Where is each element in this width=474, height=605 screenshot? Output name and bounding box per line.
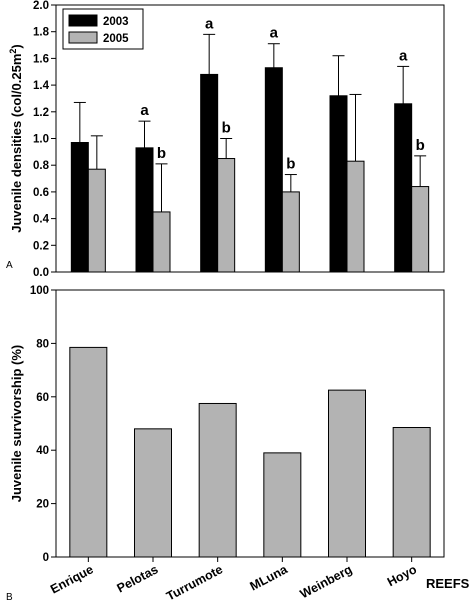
y-tick-label: 60	[36, 392, 49, 404]
bar-enrique-2005	[87, 168, 106, 273]
bar-weinberg	[328, 389, 366, 558]
y-tick-label: 0.4	[33, 214, 50, 226]
y-tick-label: 1.4	[33, 80, 50, 92]
bar-mluna	[263, 452, 302, 558]
legend-label-2005: 2005	[103, 33, 129, 45]
panel-b-x-tick-labels: Enrique Pelotas Turrumote MLuna Weinberg Hoyo	[48, 557, 419, 604]
y-tick-label: 0.8	[33, 160, 50, 172]
panel-a-label: A	[6, 260, 13, 271]
panel-a: 0.0 0.2 0.4 0.6 0.8 1.0 1.2 1.4 1.6 1.8 2.0 a b a b a b…	[6, 0, 445, 279]
bar-pelotas	[134, 428, 172, 558]
bar-weinberg-2005	[346, 160, 365, 273]
y-tick-label: 2.0	[33, 0, 49, 12]
panel-b: 0 20 40 60 80 100 Enrique Pelotas Turrumote MLun…	[6, 285, 470, 604]
y-axis-label-superscript: 2	[8, 49, 18, 54]
y-tick-label: 100	[30, 285, 49, 297]
x-tick-label-turrumote: Turrumote	[164, 562, 225, 603]
panel-a-legend: 2003 2005	[62, 8, 144, 50]
legend-swatch-2003	[68, 14, 98, 27]
y-tick-label: 0.6	[33, 187, 49, 199]
panel-a-bars: a b a b a b a b	[70, 15, 430, 273]
significance-letter-mluna-2005: b	[286, 156, 295, 173]
bar-mluna-2005	[281, 191, 300, 273]
y-tick-label: 80	[36, 338, 49, 350]
bar-turrumote-2003	[200, 73, 219, 273]
y-tick-label: 0	[43, 552, 49, 564]
significance-letter-pelotas-2005: b	[157, 145, 166, 162]
significance-letter-mluna-2003: a	[270, 25, 279, 42]
y-axis-label-main: Juvenile densities (col/0.25m	[9, 54, 24, 233]
bar-enrique-2003	[70, 142, 89, 273]
bar-pelotas-2005	[152, 211, 171, 273]
legend-label-2003: 2003	[103, 16, 129, 28]
significance-letter-turrumote-2003: a	[205, 15, 214, 32]
significance-letter-turrumote-2005: b	[222, 120, 231, 137]
y-tick-label: 1.0	[33, 134, 49, 146]
bar-pelotas-2003	[135, 147, 154, 273]
bar-turrumote	[198, 402, 237, 558]
y-tick-label: 0.0	[33, 267, 49, 279]
y-tick-label: 20	[36, 499, 49, 511]
bar-hoyo-2005	[411, 186, 430, 273]
y-tick-label: 1.8	[33, 27, 50, 39]
x-tick-label-hoyo: Hoyo	[385, 562, 419, 589]
panel-a-y-ticks: 0.0 0.2 0.4 0.6 0.8 1.0 1.2 1.4 1.6 1.8 2.0	[33, 0, 56, 279]
bar-hoyo-2003	[394, 103, 413, 273]
panel-b-x-axis-label: REEFS	[426, 576, 470, 591]
bar-enrique	[69, 346, 108, 558]
bar-hoyo	[392, 427, 431, 558]
panel-a-y-axis-label: Juvenile densities (col/0.25m2)	[8, 44, 24, 233]
x-tick-label-weinberg: Weinberg	[298, 562, 355, 601]
y-axis-label-close: )	[9, 44, 24, 48]
x-tick-label-mluna: MLuna	[248, 562, 291, 594]
bar-turrumote-2005	[217, 158, 236, 273]
panel-b-plot-frame	[55, 289, 445, 558]
panel-b-y-ticks: 0 20 40 60 80 100	[30, 285, 56, 564]
panel-b-y-axis-label: Juvenile survivorship (%)	[9, 345, 24, 503]
bar-mluna-2003	[264, 67, 283, 273]
x-tick-label-enrique: Enrique	[48, 562, 96, 596]
significance-letter-hoyo-2005: b	[416, 137, 425, 154]
significance-letter-hoyo-2003: a	[399, 47, 408, 64]
x-tick-label-pelotas: Pelotas	[115, 562, 161, 595]
significance-letter-pelotas-2003: a	[140, 102, 149, 119]
bar-weinberg-2003	[329, 95, 348, 273]
panel-b-bars	[69, 346, 431, 558]
y-tick-label: 40	[36, 445, 49, 457]
y-tick-label: 1.6	[33, 53, 49, 65]
y-tick-label: 1.2	[33, 107, 49, 119]
y-tick-label: 0.2	[33, 240, 49, 252]
legend-swatch-2005	[68, 31, 98, 44]
panel-b-label: B	[6, 592, 13, 603]
